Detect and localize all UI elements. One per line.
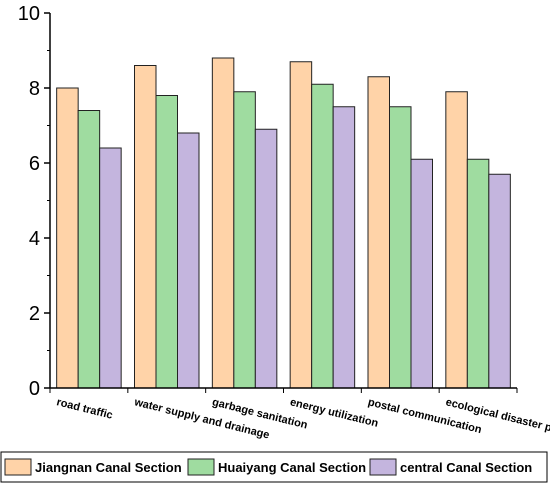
legend-swatch-1 bbox=[4, 458, 32, 476]
y-tick-label: 10 bbox=[18, 3, 40, 25]
y-tick-label: 4 bbox=[29, 228, 40, 250]
bar-3-3 bbox=[254, 128, 278, 389]
bar-1-6 bbox=[445, 91, 468, 389]
bar-1-5 bbox=[367, 76, 390, 389]
y-tick-label: 2 bbox=[29, 303, 40, 325]
bar-2-3 bbox=[233, 91, 256, 389]
bar-1-3 bbox=[211, 57, 235, 389]
bar-2-6 bbox=[466, 158, 490, 389]
bar-2-5 bbox=[389, 106, 412, 389]
legend-swatch-2 bbox=[187, 458, 215, 476]
bar-1-4 bbox=[289, 61, 313, 389]
legend-label-1: Jiangnan Canal Section bbox=[35, 460, 182, 475]
legend-label-3: central Canal Section bbox=[400, 460, 532, 475]
bar-3-6 bbox=[488, 173, 511, 389]
axes-group: 0 2 4 6 8 10 bbox=[18, 3, 518, 400]
bar-3-5 bbox=[410, 158, 433, 389]
bar-2-1 bbox=[77, 110, 101, 389]
bars-group bbox=[56, 57, 511, 389]
legend-label-2: Huaiyang Canal Section bbox=[218, 460, 366, 475]
bar-1-2 bbox=[134, 65, 157, 389]
bar-3-4 bbox=[332, 106, 356, 389]
bar-1-1 bbox=[56, 87, 79, 389]
y-tick-label: 6 bbox=[29, 153, 40, 175]
bar-3-1 bbox=[99, 147, 122, 389]
legend: Jiangnan Canal Section Huaiyang Canal Sec… bbox=[0, 451, 548, 483]
bar-2-2 bbox=[155, 95, 178, 389]
legend-box bbox=[0, 451, 548, 483]
y-tick-label: 8 bbox=[29, 78, 40, 100]
bar-3-2 bbox=[177, 132, 200, 389]
bar-2-4 bbox=[311, 83, 334, 389]
legend-swatch-3 bbox=[369, 458, 397, 476]
y-tick-label: 0 bbox=[29, 378, 40, 400]
